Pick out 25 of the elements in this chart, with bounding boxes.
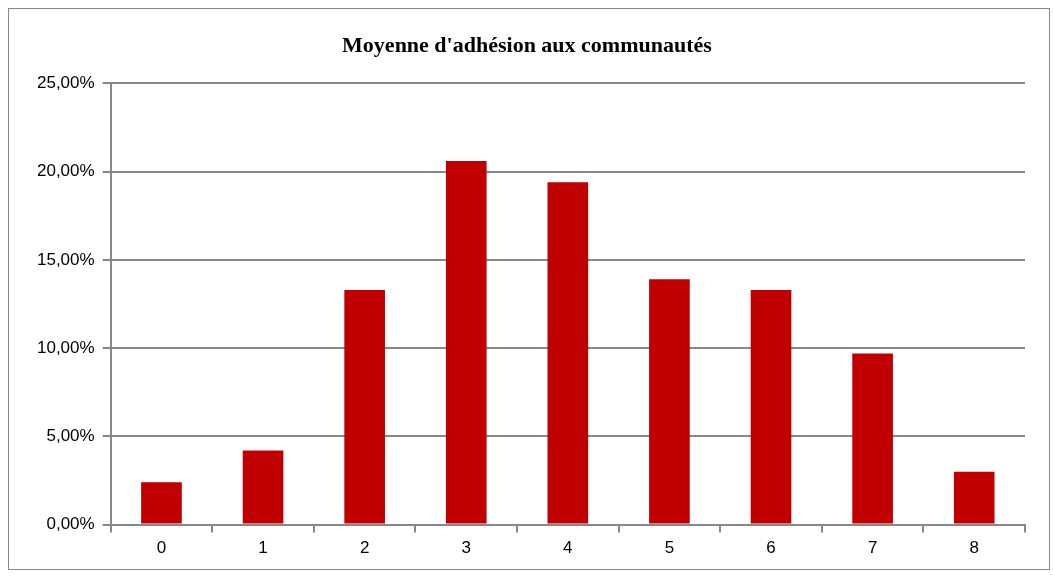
x-tick-label: 4 xyxy=(563,538,573,558)
x-tick-label: 8 xyxy=(969,538,979,558)
bar xyxy=(547,182,589,524)
chart-title: Moyenne d'adhésion aux communautés xyxy=(342,31,713,57)
x-tick-label: 1 xyxy=(258,538,268,558)
x-tick-label: 5 xyxy=(664,538,675,558)
y-tick-label: 15,00% xyxy=(36,249,95,269)
bar xyxy=(852,353,893,524)
bar xyxy=(649,279,690,524)
bar xyxy=(242,450,284,524)
y-tick-label: 5,00% xyxy=(46,426,95,446)
bar xyxy=(141,482,182,524)
y-tick-label: 0,00% xyxy=(46,514,95,534)
y-tick-label: 20,00% xyxy=(36,161,95,181)
x-tick-label: 0 xyxy=(156,538,167,558)
bar xyxy=(445,161,487,524)
bar xyxy=(344,289,385,524)
x-tick-label: 3 xyxy=(461,538,471,558)
bar xyxy=(750,289,792,524)
x-tick-label: 7 xyxy=(867,538,878,558)
y-tick-label: 25,00% xyxy=(36,73,95,93)
bar xyxy=(953,471,995,524)
y-tick-label: 10,00% xyxy=(36,337,95,357)
x-tick-label: 2 xyxy=(359,538,370,558)
x-tick-label: 6 xyxy=(766,538,776,558)
